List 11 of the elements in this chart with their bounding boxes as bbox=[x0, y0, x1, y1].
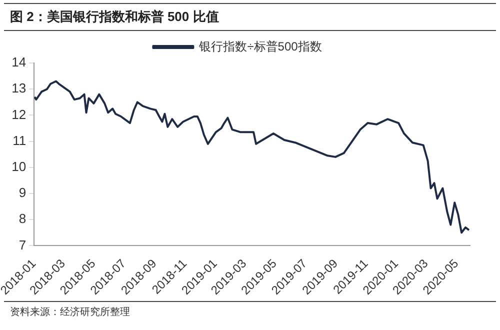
y-tick-label: 9 bbox=[18, 185, 26, 200]
text: 资料来源：经济研究所整理 bbox=[10, 306, 131, 319]
y-tick-label: 13 bbox=[12, 80, 26, 96]
y-tick-label: 8 bbox=[18, 211, 26, 226]
y-tick-label: 14 bbox=[12, 54, 26, 70]
y-tick-label: 11 bbox=[12, 132, 26, 148]
y-tick-label: 12 bbox=[12, 106, 26, 122]
y-tick-label: 7 bbox=[18, 237, 26, 252]
y-tick-label: 10 bbox=[12, 158, 26, 174]
legend-label: 银行指数÷标普500指数 bbox=[198, 39, 322, 54]
chart-title: 图 2：美国银行指数和标普 500 比值 bbox=[4, 3, 496, 31]
